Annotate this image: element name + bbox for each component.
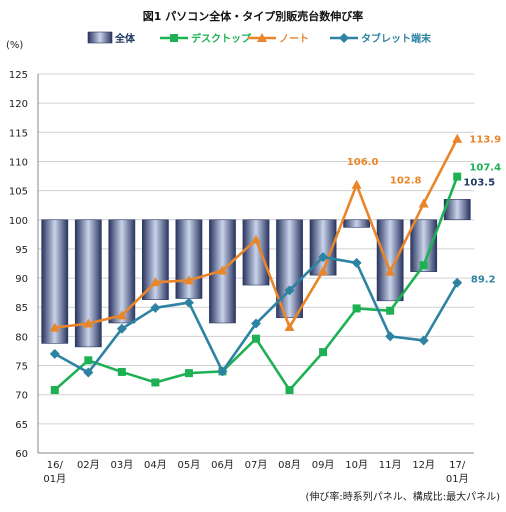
x-tick-label: 10月 [345, 459, 368, 471]
y-tick-label: 90 [15, 274, 28, 285]
y-axis-label: (%) [6, 40, 23, 51]
marker-triangle [83, 318, 94, 328]
x-tick-label: 17/01月 [446, 460, 469, 485]
bar-total [343, 219, 370, 228]
data-label: 107.4 [469, 163, 501, 174]
series-triangle [49, 133, 463, 332]
marker-triangle [116, 310, 127, 320]
y-tick-label: 65 [15, 420, 28, 431]
y-tick-label: 105 [9, 187, 28, 198]
series-square [50, 172, 462, 395]
marker-diamond [418, 335, 429, 346]
marker-triangle [318, 266, 329, 276]
footnote: (伸び率:時系列パネル、構成比:最大パネル) [305, 490, 500, 503]
marker-diamond [49, 348, 60, 359]
y-tick-label: 75 [15, 362, 28, 373]
marker-square [419, 261, 428, 270]
bar-total [74, 219, 102, 348]
data-labels: 113.9 107.4 103.5 106.0 102.8 89.2 [347, 135, 501, 286]
marker-square [352, 304, 361, 313]
x-tick-label: 09月 [312, 459, 335, 471]
marker-triangle [49, 322, 60, 332]
x-tick-label: 05月 [178, 459, 201, 471]
marker-square [386, 306, 395, 315]
marker-square [285, 386, 294, 395]
legend-label-total: 全体 [114, 32, 136, 45]
marker-square [453, 172, 462, 181]
legend-label: デスクトップ [191, 32, 252, 45]
y-tick-label: 85 [15, 303, 28, 314]
x-tick-label: 04月 [144, 459, 167, 471]
marker-square [50, 386, 59, 395]
marker-diamond [83, 367, 94, 378]
marker-diamond [452, 277, 463, 288]
legend-label: タブレット端末 [361, 32, 432, 45]
marker-square [151, 378, 160, 387]
x-tick-label: 11月 [379, 459, 402, 471]
marker-triangle [183, 275, 194, 285]
marker-triangle [351, 179, 362, 189]
y-tick-label: 100 [9, 216, 28, 227]
marker-diamond [385, 331, 396, 342]
y-tick-label: 70 [15, 391, 28, 402]
marker-diamond [183, 297, 194, 308]
marker-square [252, 334, 260, 343]
marker-diamond [351, 257, 362, 268]
y-axis-ticks: 60 65 70 75 80 85 90 95 100 105 110 115 120 125 [9, 70, 28, 460]
marker-diamond [217, 366, 228, 377]
y-tick-label: 115 [9, 128, 28, 139]
marker-triangle [284, 322, 295, 332]
data-label: 113.9 [469, 135, 501, 146]
marker-square [84, 356, 93, 365]
marker-diamond [284, 285, 295, 296]
series-diamond [49, 252, 463, 378]
x-tick-label: 08月 [278, 459, 301, 471]
chart-title: 図1 パソコン全体・タイプ別販売台数伸び率 [143, 9, 363, 23]
y-tick-label: 60 [15, 449, 28, 460]
bar-total [376, 219, 404, 302]
marker-triangle [452, 133, 463, 143]
x-tick-label: 12月 [412, 459, 435, 471]
legend-label: ノート [279, 33, 309, 45]
x-tick-label: 16/01月 [43, 460, 66, 485]
bar-total [142, 219, 169, 300]
data-label: 106.0 [347, 157, 379, 168]
marker-triangle [418, 198, 429, 208]
bar-total [175, 219, 203, 299]
legend: 全体 デスクトップ ノート タブレット端末 [87, 31, 432, 45]
marker-square [117, 367, 126, 376]
marker-diamond [339, 33, 349, 43]
marker-triangle [217, 265, 228, 275]
x-tick-label: 03月 [110, 459, 133, 471]
x-axis-ticks: 16/01月 02月 03月 04月 05月 06月 07月 08月 09月 10月 11月 12月 1… [43, 459, 468, 485]
y-tick-label: 120 [9, 99, 28, 110]
x-tick-label: 02月 [77, 459, 100, 471]
y-tick-label: 110 [9, 157, 28, 168]
marker-diamond [116, 323, 127, 334]
marker-diamond [318, 252, 329, 263]
marker-triangle [251, 234, 261, 244]
x-tick-label: 07月 [245, 459, 268, 471]
y-tick-label: 80 [15, 332, 28, 343]
y-tick-label: 125 [9, 70, 28, 81]
data-label: 89.2 [471, 275, 496, 286]
series-lines [49, 133, 463, 395]
y-tick-label: 95 [15, 245, 28, 256]
marker-triangle [150, 277, 161, 287]
data-label: 103.5 [463, 177, 495, 188]
marker-square [170, 34, 178, 42]
marker-triangle [385, 266, 396, 276]
marker-diamond [150, 302, 161, 313]
bar-total [242, 219, 270, 286]
legend-swatch-total [87, 31, 113, 44]
marker-triangle [257, 33, 267, 42]
marker-square [319, 348, 328, 357]
marker-diamond [251, 318, 261, 329]
marker-square [184, 369, 193, 378]
x-tick-label: 06月 [211, 459, 234, 471]
data-label: 102.8 [390, 175, 422, 186]
